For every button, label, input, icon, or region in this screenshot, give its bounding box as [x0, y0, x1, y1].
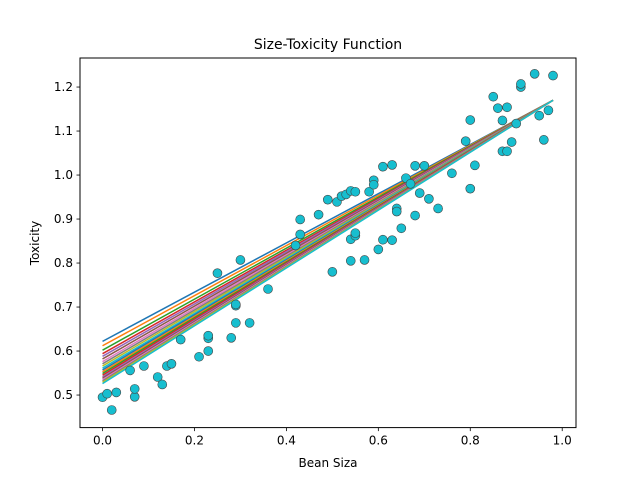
data-point-44 — [368, 179, 379, 190]
data-point-47 — [378, 234, 388, 245]
data-point-60 — [433, 203, 443, 214]
data-point-28 — [295, 229, 305, 240]
data-point-4 — [111, 387, 122, 398]
x-tick-label: 0.4 — [277, 434, 296, 448]
data-point-73 — [511, 118, 522, 129]
scatter-points — [97, 69, 558, 415]
data-point-12 — [166, 358, 177, 369]
data-point-59 — [424, 194, 434, 204]
data-point-79 — [543, 105, 554, 116]
data-point-8 — [139, 361, 149, 371]
chart-title: Size-Toxicity Function — [254, 37, 402, 53]
x-tick-label: 0.6 — [369, 434, 388, 448]
data-point-70 — [502, 146, 512, 157]
y-tick-label: 0.7 — [54, 300, 73, 314]
data-point-77 — [534, 110, 545, 121]
data-point-18 — [212, 268, 223, 278]
y-tick-label: 0.9 — [54, 212, 73, 226]
data-point-46 — [378, 161, 388, 172]
data-point-29 — [313, 209, 324, 220]
data-point-40 — [350, 186, 361, 197]
data-point-27 — [295, 214, 305, 225]
data-point-10 — [157, 379, 168, 390]
data-point-13 — [175, 334, 186, 345]
data-point-41 — [359, 255, 370, 265]
data-point-14 — [194, 351, 204, 362]
y-axis-ticks: 0.5 0.6 0.7 0.8 0.9 1.0 1.1 1.2 — [54, 80, 80, 402]
data-point-68 — [497, 115, 508, 126]
data-point-61 — [447, 168, 457, 179]
data-point-24 — [244, 318, 255, 328]
data-point-65 — [470, 160, 480, 171]
data-point-78 — [539, 135, 549, 145]
data-point-49 — [387, 160, 397, 170]
data-point-66 — [488, 91, 499, 102]
data-point-57 — [414, 188, 425, 198]
data-point-42 — [364, 186, 374, 197]
data-point-30 — [322, 194, 333, 205]
data-point-76 — [529, 69, 540, 79]
plot-area — [97, 69, 558, 415]
data-point-52 — [396, 223, 407, 234]
data-point-21 — [231, 299, 241, 310]
data-point-17 — [203, 330, 214, 341]
data-point-72 — [506, 137, 517, 147]
data-point-63 — [465, 183, 476, 194]
data-point-23 — [235, 255, 246, 265]
x-axis-ticks: 0.0 0.2 0.4 0.6 0.8 1.0 — [93, 427, 572, 448]
x-tick-label: 1.0 — [553, 434, 572, 448]
y-tick-label: 1.2 — [54, 80, 73, 94]
data-point-26 — [290, 240, 301, 251]
data-point-31 — [327, 267, 338, 277]
y-tick-label: 1.1 — [54, 124, 73, 138]
data-point-7 — [129, 384, 140, 394]
data-point-45 — [373, 244, 384, 255]
y-tick-label: 0.6 — [54, 344, 73, 358]
data-point-54 — [405, 179, 416, 189]
data-point-80 — [548, 70, 558, 81]
x-tick-label: 0.0 — [93, 434, 112, 448]
data-point-56 — [410, 210, 420, 221]
data-point-48 — [387, 235, 397, 245]
data-point-39 — [350, 228, 361, 238]
x-axis-label: Bean Siza — [299, 456, 358, 470]
data-point-19 — [226, 333, 237, 343]
data-point-5 — [125, 365, 135, 376]
x-tick-label: 0.2 — [185, 434, 204, 448]
data-point-2 — [102, 388, 112, 399]
data-point-25 — [263, 284, 273, 294]
data-point-9 — [152, 372, 163, 382]
data-point-15 — [203, 346, 214, 356]
x-tick-label: 0.8 — [461, 434, 480, 448]
data-point-55 — [410, 161, 420, 171]
data-point-62 — [460, 136, 471, 146]
data-point-75 — [516, 79, 526, 89]
y-tick-label: 1.0 — [54, 168, 73, 182]
y-tick-label: 0.8 — [54, 256, 73, 270]
data-point-64 — [465, 115, 476, 125]
data-point-67 — [493, 103, 503, 113]
data-point-71 — [502, 102, 512, 113]
data-point-58 — [419, 161, 430, 171]
data-point-22 — [231, 318, 241, 328]
data-point-51 — [391, 206, 402, 217]
data-point-3 — [106, 405, 117, 415]
data-point-37 — [345, 256, 356, 266]
axes-frame — [79, 57, 577, 429]
y-axis-label: Toxicity — [28, 221, 42, 266]
y-tick-label: 0.5 — [54, 388, 73, 402]
fit-lines — [102, 99, 554, 385]
